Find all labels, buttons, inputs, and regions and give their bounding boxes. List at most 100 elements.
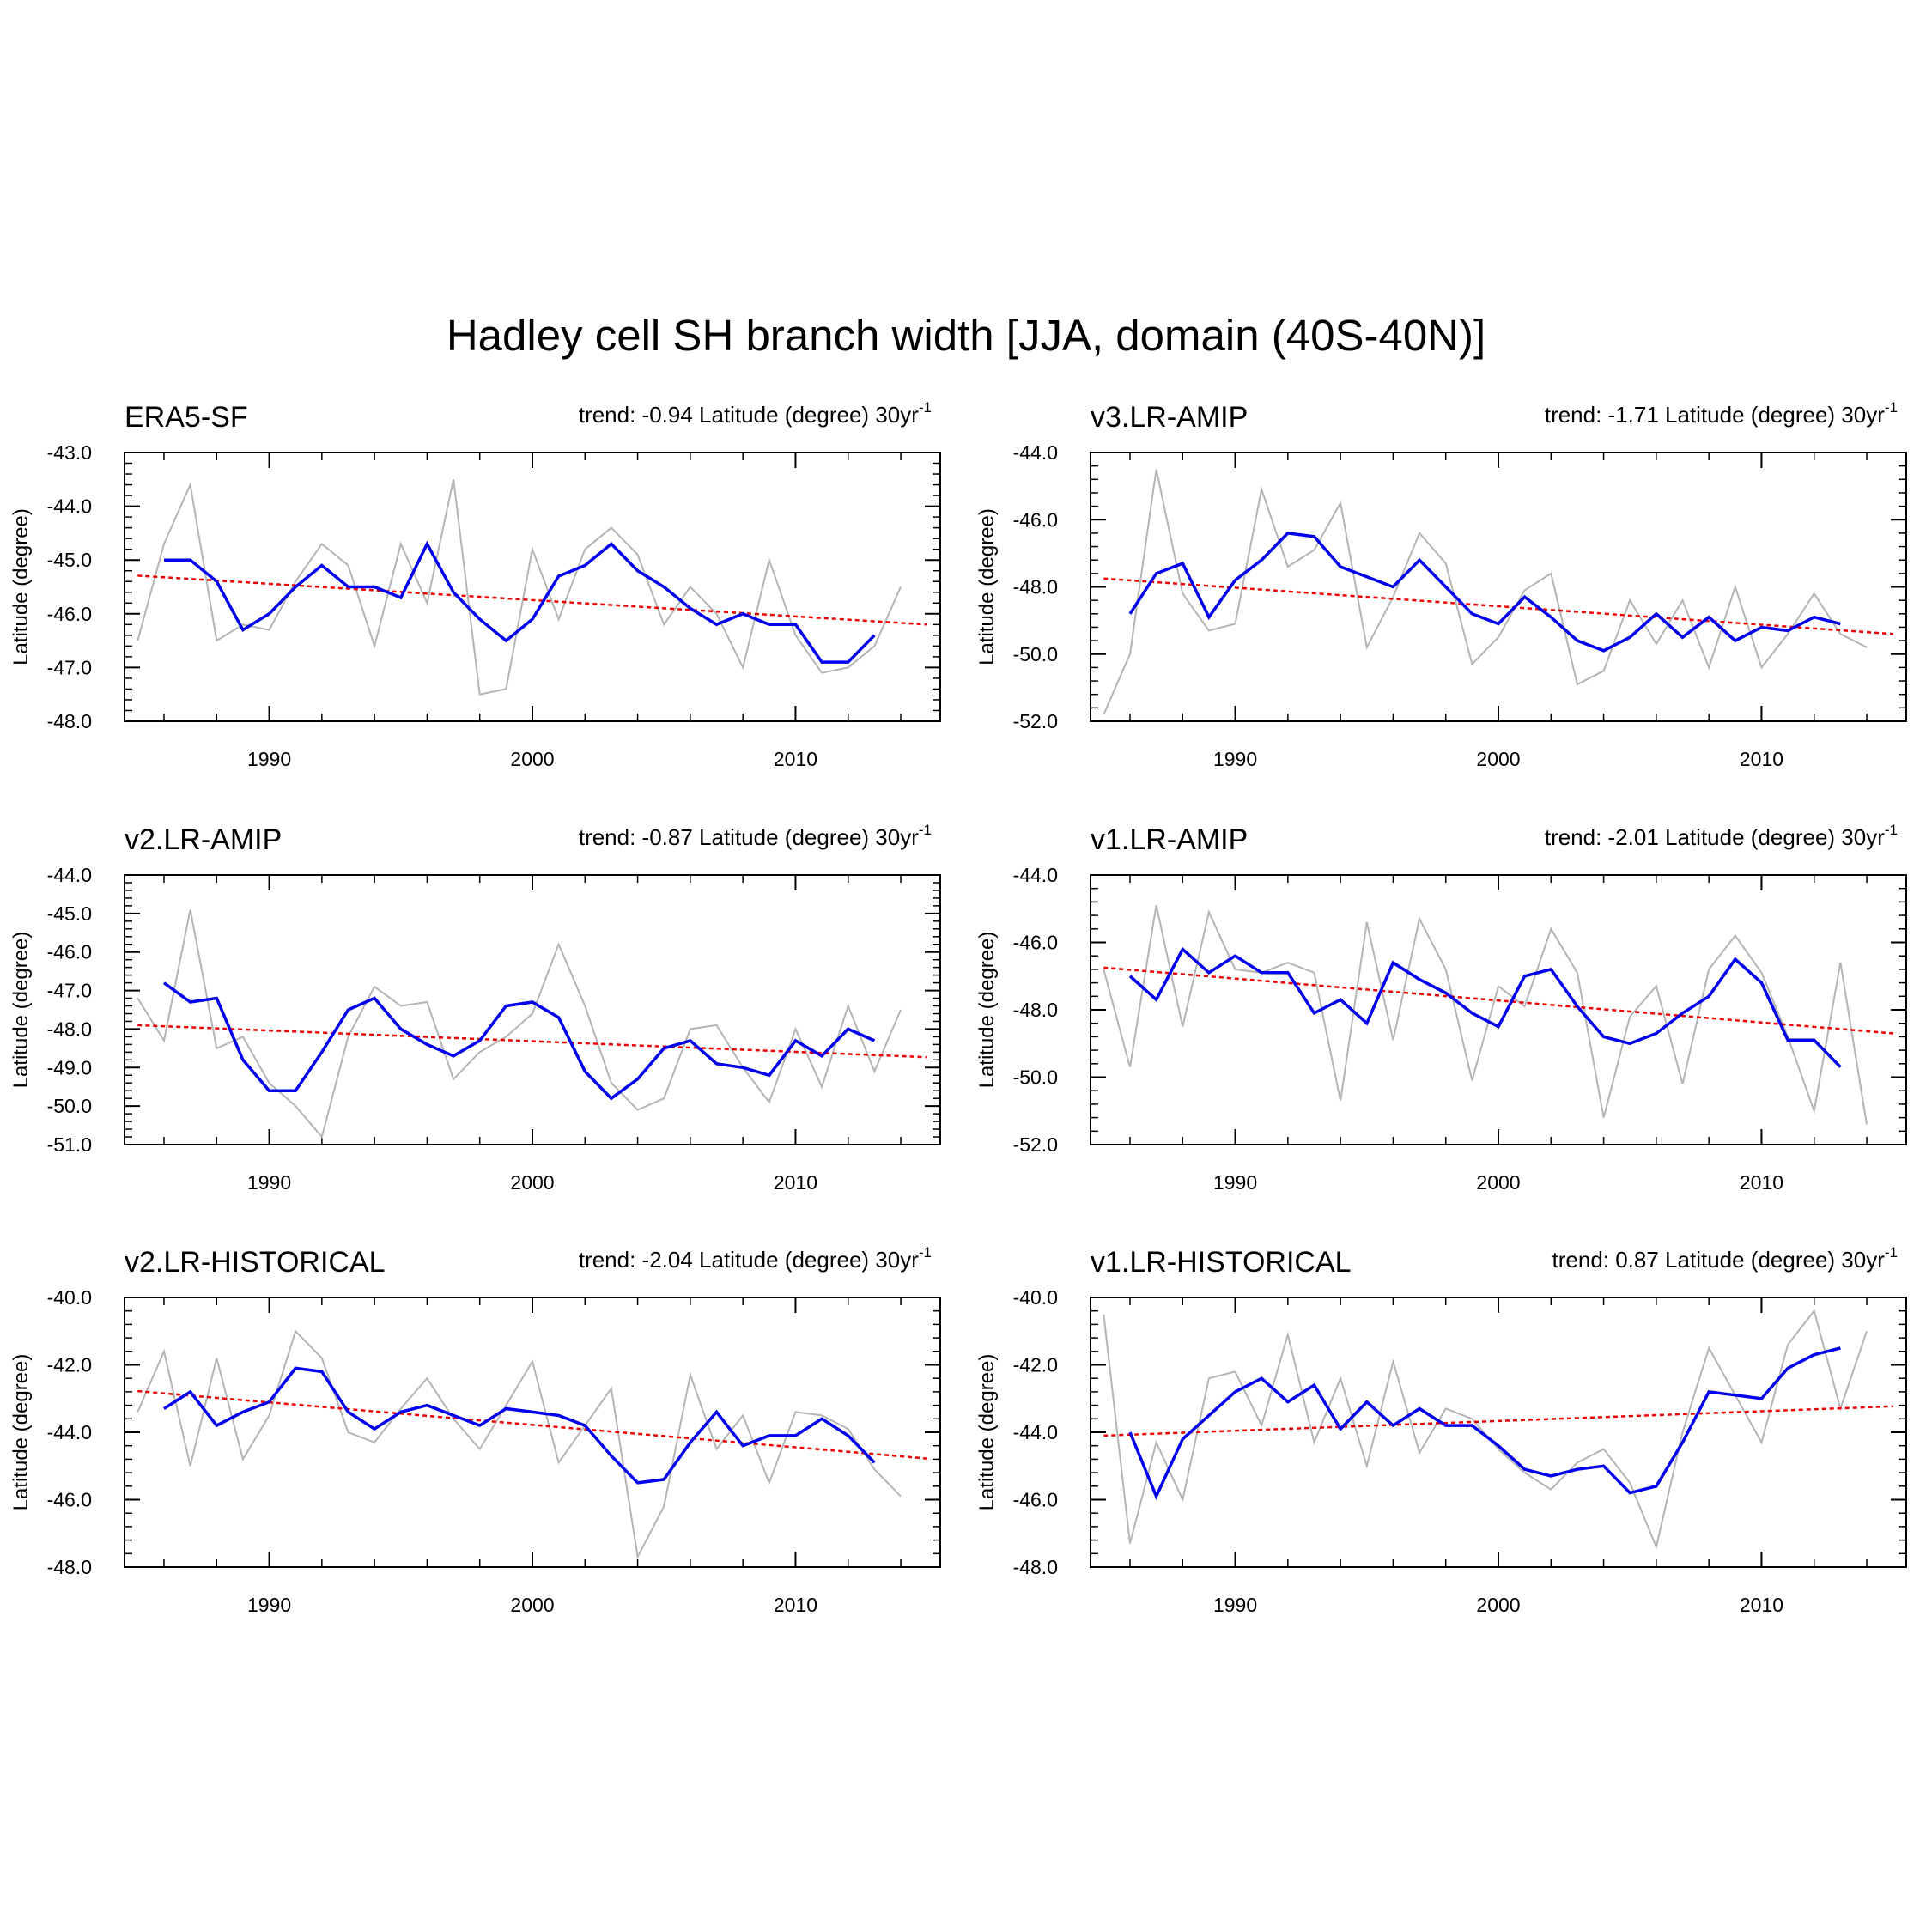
trend-annotation: trend: -1.71 Latitude (degree) 30yr-1 bbox=[1545, 399, 1898, 428]
panel-1: -43.0 -44.0 -45.0 -46.0 -47.0 -48.0 1990 2000 20… bbox=[9, 399, 941, 770]
series-annual-line bbox=[137, 479, 902, 696]
y-tick-label: -44.0 bbox=[1013, 864, 1058, 886]
y-tick-label: -50.0 bbox=[1013, 643, 1058, 665]
plot-frame bbox=[124, 1297, 941, 1568]
y-axis-label: Latitude (degree) bbox=[9, 932, 33, 1089]
y-tick-label: -50.0 bbox=[1013, 1066, 1058, 1089]
series-trend-line bbox=[137, 1389, 927, 1460]
plot-frame bbox=[1090, 874, 1907, 1145]
x-tick-label: 1990 bbox=[247, 748, 291, 770]
panel-title: v1.LR-AMIP bbox=[1091, 823, 1248, 856]
panel-title: v2.LR-AMIP bbox=[125, 823, 282, 856]
plot-frame bbox=[124, 874, 941, 1145]
y-tick-label: -43.0 bbox=[47, 441, 92, 464]
trend-annotation: trend: -0.94 Latitude (degree) 30yr-1 bbox=[579, 399, 932, 428]
series-smoothed-line bbox=[1128, 946, 1842, 1068]
panels: -43.0 -44.0 -45.0 -46.0 -47.0 -48.0 1990 2000 20… bbox=[9, 399, 1907, 1616]
y-tick-label: -45.0 bbox=[47, 902, 92, 925]
y-tick-label: -48.0 bbox=[1013, 576, 1058, 598]
y-tick-label: -51.0 bbox=[47, 1133, 92, 1156]
y-tick-label: -49.0 bbox=[47, 1056, 92, 1078]
y-tick-label: -46.0 bbox=[1013, 508, 1058, 531]
x-tick-label: 1990 bbox=[1213, 1594, 1257, 1616]
panel-title: v1.LR-HISTORICAL bbox=[1091, 1246, 1352, 1279]
y-tick-label: -44.0 bbox=[47, 864, 92, 886]
x-tick-label: 1990 bbox=[247, 1594, 291, 1616]
series-trend-line bbox=[1103, 966, 1893, 1035]
trend-exponent: -1 bbox=[1885, 399, 1898, 416]
y-axis-label: Latitude (degree) bbox=[975, 1354, 999, 1511]
y-tick-label: -48.0 bbox=[47, 1018, 92, 1040]
trend-exponent: -1 bbox=[1885, 822, 1898, 838]
trend-exponent: -1 bbox=[919, 399, 932, 416]
panel-5: -40.0 -42.0 -44.0 -46.0 -48.0 1990 2000 2010 Lat… bbox=[9, 1244, 941, 1616]
trend-annotation: trend: 0.87 Latitude (degree) 30yr-1 bbox=[1552, 1244, 1898, 1273]
trend-annotation: trend: -0.87 Latitude (degree) 30yr-1 bbox=[579, 822, 932, 850]
x-tick-label: 2000 bbox=[1476, 1594, 1520, 1616]
series-annual-line bbox=[137, 1329, 902, 1560]
y-tick-label: -46.0 bbox=[47, 1489, 92, 1511]
panel-title: v3.LR-AMIP bbox=[1091, 401, 1248, 434]
series-trend-line bbox=[1103, 1405, 1893, 1437]
x-tick-label: 2000 bbox=[510, 1594, 554, 1616]
series-annual-line bbox=[1103, 1309, 1868, 1550]
panel-6: -40.0 -42.0 -44.0 -46.0 -48.0 1990 2000 2010 Lat… bbox=[975, 1244, 1907, 1616]
trend-exponent: -1 bbox=[1885, 1244, 1898, 1261]
x-tick-label: 1990 bbox=[1213, 1171, 1257, 1194]
figure-title: Hadley cell SH branch width [JJA, domain… bbox=[447, 311, 1485, 360]
y-tick-label: -48.0 bbox=[47, 710, 92, 732]
y-tick-label: -52.0 bbox=[1013, 1133, 1058, 1156]
y-tick-label: -44.0 bbox=[1013, 1421, 1058, 1443]
x-tick-label: 2000 bbox=[1476, 1171, 1520, 1194]
series-trend-line bbox=[137, 1024, 927, 1059]
panel-3: -44.0 -45.0 -46.0 -47.0 -48.0 -49.0 -50.0 -51.0… bbox=[9, 822, 941, 1194]
y-axis-label: Latitude (degree) bbox=[9, 1354, 33, 1511]
y-tick-label: -47.0 bbox=[47, 980, 92, 1002]
panel-title: v2.LR-HISTORICAL bbox=[125, 1246, 386, 1279]
y-tick-label: -52.0 bbox=[1013, 710, 1058, 732]
x-tick-label: 2010 bbox=[774, 748, 817, 770]
y-axis-label: Latitude (degree) bbox=[9, 508, 33, 665]
y-tick-label: -44.0 bbox=[47, 1421, 92, 1443]
y-tick-label: -42.0 bbox=[1013, 1354, 1058, 1376]
x-tick-label: 1990 bbox=[247, 1171, 291, 1194]
series-annual-line bbox=[1103, 469, 1868, 715]
y-axis-label: Latitude (degree) bbox=[975, 932, 999, 1089]
series-smoothed-line bbox=[162, 981, 876, 1101]
y-tick-label: -47.0 bbox=[47, 656, 92, 678]
series-annual-line bbox=[137, 909, 902, 1139]
series-smoothed-line bbox=[1128, 1346, 1841, 1500]
x-tick-label: 2010 bbox=[1740, 748, 1783, 770]
y-tick-label: -44.0 bbox=[47, 495, 92, 518]
x-tick-label: 2010 bbox=[774, 1594, 817, 1616]
x-tick-label: 2010 bbox=[774, 1171, 817, 1194]
plot-frame bbox=[124, 452, 941, 722]
y-tick-label: -40.0 bbox=[47, 1286, 92, 1309]
series-smoothed-line bbox=[164, 540, 876, 664]
y-tick-label: -46.0 bbox=[47, 941, 92, 963]
y-axis-label: Latitude (degree) bbox=[975, 508, 999, 665]
y-tick-label: -50.0 bbox=[47, 1095, 92, 1117]
y-tick-label: -46.0 bbox=[1013, 932, 1058, 954]
y-tick-label: -42.0 bbox=[47, 1354, 92, 1376]
x-tick-label: 2010 bbox=[1740, 1171, 1783, 1194]
series-smoothed-line bbox=[1128, 532, 1841, 653]
x-tick-label: 2000 bbox=[510, 748, 554, 770]
x-tick-label: 2010 bbox=[1740, 1594, 1783, 1616]
series-annual-line bbox=[1103, 905, 1868, 1125]
x-tick-label: 1990 bbox=[1213, 748, 1257, 770]
y-tick-label: -48.0 bbox=[47, 1556, 92, 1578]
series-trend-line bbox=[137, 574, 927, 626]
y-tick-label: -45.0 bbox=[47, 549, 92, 571]
y-tick-label: -46.0 bbox=[47, 603, 92, 625]
series-smoothed-line bbox=[163, 1366, 876, 1485]
panel-title: ERA5-SF bbox=[125, 401, 248, 434]
trend-annotation: trend: -2.04 Latitude (degree) 30yr-1 bbox=[579, 1244, 932, 1273]
series-trend-line bbox=[1103, 577, 1893, 635]
y-tick-label: -40.0 bbox=[1013, 1286, 1058, 1309]
x-tick-label: 2000 bbox=[1476, 748, 1520, 770]
x-tick-label: 2000 bbox=[510, 1171, 554, 1194]
trend-exponent: -1 bbox=[919, 1244, 932, 1261]
y-tick-label: -44.0 bbox=[1013, 441, 1058, 464]
